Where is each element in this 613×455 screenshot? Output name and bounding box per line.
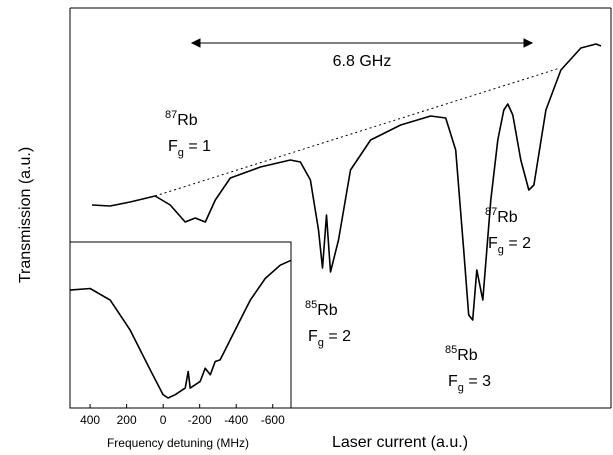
x-axis-label: Laser current (a.u.) (332, 434, 468, 451)
inset-x-axis-label: Frequency detuning (MHz) (107, 436, 249, 450)
element: Rb (177, 112, 198, 129)
spectrum-line (69, 259, 292, 399)
peak-label: 87Rb (485, 206, 518, 226)
inset-tick-label: -400 (224, 413, 248, 427)
peak-label: 85Rb (305, 299, 338, 319)
state-value: = 2 (504, 235, 531, 252)
inset-tick-label: 200 (117, 413, 137, 427)
span-arrow (190, 38, 534, 48)
state-sub: g (458, 382, 464, 394)
state-value: = 1 (184, 138, 211, 155)
state: F (448, 373, 458, 390)
baseline (154, 67, 561, 197)
peak-label: 87Rb (165, 109, 198, 129)
peak-label: Fg = 1 (168, 138, 211, 159)
state-value: = 2 (324, 328, 351, 345)
state-sub: g (178, 147, 184, 159)
inset-background (69, 241, 292, 409)
state: F (168, 138, 178, 155)
state-value: = 3 (464, 373, 491, 390)
inset-tick-label: 400 (80, 413, 100, 427)
state: F (488, 235, 498, 252)
element: Rb (317, 302, 338, 319)
y-axis-label: Transmission (a.u.) (17, 147, 34, 283)
isotope: 87 (485, 206, 497, 218)
spectrum-line (91, 43, 602, 321)
state: F (308, 328, 318, 345)
isotope: 85 (305, 299, 317, 311)
peak-label: Fg = 2 (308, 328, 351, 349)
span-label: 6.8 GHz (333, 53, 392, 70)
isotope: 87 (165, 109, 177, 121)
element: Rb (497, 209, 518, 226)
inset-tick-label: 0 (160, 413, 167, 427)
state-sub: g (498, 244, 504, 256)
inset-tick-label: -200 (188, 413, 212, 427)
state-sub: g (318, 337, 324, 349)
peak-label: 85Rb (445, 344, 478, 364)
inset-tick-label: -600 (261, 413, 285, 427)
peak-label: Fg = 3 (448, 373, 491, 394)
element: Rb (457, 347, 478, 364)
peak-label: Fg = 2 (488, 235, 531, 256)
isotope: 85 (445, 344, 457, 356)
